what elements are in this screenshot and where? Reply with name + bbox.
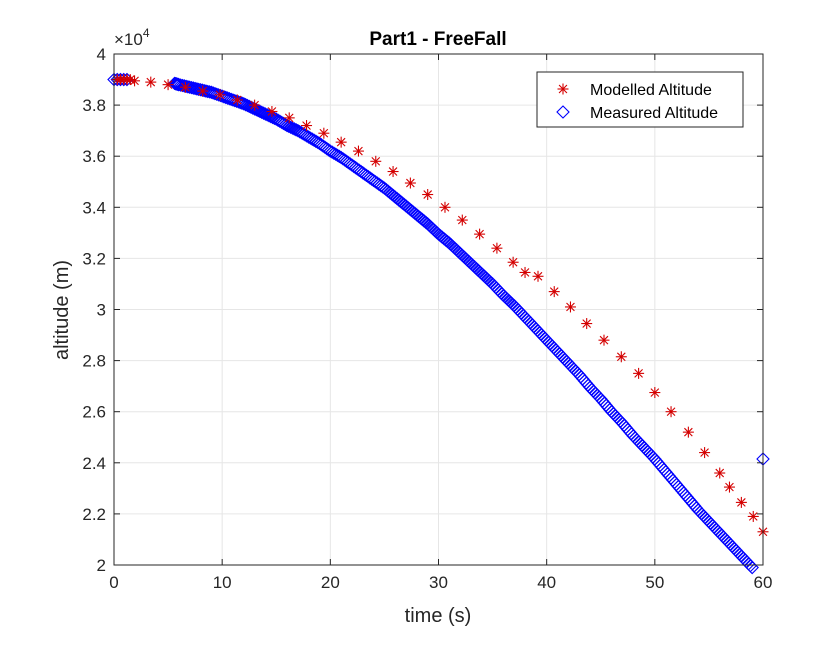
modelled-point bbox=[422, 189, 434, 201]
measured-point bbox=[173, 78, 188, 92]
legend-marker-measured bbox=[556, 105, 570, 119]
modelled-point bbox=[581, 318, 593, 330]
y-tick-label: 2 bbox=[97, 556, 106, 575]
legend-diamond-marker bbox=[556, 105, 570, 119]
modelled-point bbox=[747, 510, 759, 522]
modelled-point bbox=[735, 496, 747, 508]
y-tick-label: 4 bbox=[97, 45, 106, 64]
modelled-point bbox=[474, 228, 486, 240]
measured-point bbox=[365, 172, 379, 186]
x-tick-label: 20 bbox=[321, 573, 340, 592]
modelled-point bbox=[370, 155, 382, 167]
y-exponent-power: 4 bbox=[143, 26, 150, 40]
modelled-point bbox=[456, 214, 468, 226]
measured-point bbox=[332, 149, 347, 164]
measured-point bbox=[202, 85, 217, 99]
measured-point bbox=[321, 143, 336, 157]
modelled-point bbox=[519, 266, 531, 278]
x-tick-label: 50 bbox=[645, 573, 664, 592]
modelled-point bbox=[266, 105, 278, 117]
modelled-point bbox=[699, 447, 711, 459]
modelled-point bbox=[633, 367, 645, 379]
modelled-point bbox=[439, 201, 451, 213]
measured-point bbox=[181, 80, 195, 94]
y-tick-label: 3.8 bbox=[82, 96, 106, 115]
modelled-point bbox=[387, 166, 399, 178]
modelled-point bbox=[179, 81, 191, 93]
x-tick-label: 10 bbox=[213, 573, 232, 592]
y-axis-label: altitude (m) bbox=[51, 260, 73, 360]
legend-marker-modelled bbox=[557, 83, 569, 95]
measured-point bbox=[186, 81, 201, 95]
modelled-point bbox=[723, 481, 735, 493]
modelled-point bbox=[598, 334, 610, 346]
modelled-point bbox=[249, 99, 261, 111]
modelled-point bbox=[507, 256, 519, 268]
y-tick-label: 2.2 bbox=[82, 505, 106, 524]
measured-point bbox=[193, 82, 208, 97]
x-tick-label: 60 bbox=[754, 573, 773, 592]
modelled-point bbox=[129, 75, 141, 87]
measured-point bbox=[188, 81, 202, 96]
modelled-point bbox=[682, 426, 694, 438]
modelled-point bbox=[283, 112, 295, 124]
measured-point bbox=[220, 91, 235, 105]
modelled-point bbox=[615, 351, 627, 363]
x-axis-label: time (s) bbox=[405, 605, 472, 627]
modelled-point bbox=[532, 270, 544, 282]
measured-point bbox=[354, 164, 368, 179]
measured-point bbox=[285, 121, 300, 135]
modelled-point bbox=[714, 467, 726, 479]
modelled-point bbox=[162, 79, 174, 91]
measured-point bbox=[743, 558, 758, 573]
measured-point bbox=[253, 104, 267, 119]
modelled-point bbox=[318, 127, 330, 139]
legend-label-measured: Measured Altitude bbox=[590, 105, 718, 122]
y-tick-label: 2.4 bbox=[82, 454, 106, 473]
y-tick-label: 2.6 bbox=[82, 403, 106, 422]
legend-asterisk-marker bbox=[557, 83, 569, 95]
measured-point bbox=[310, 135, 325, 150]
modelled-point bbox=[352, 145, 364, 157]
y-exponent-label: ×104 bbox=[114, 26, 150, 49]
legend-label-modelled: Modelled Altitude bbox=[590, 82, 712, 99]
measured-point bbox=[199, 84, 213, 98]
modelled-point bbox=[214, 89, 226, 101]
modelled-point bbox=[231, 94, 243, 106]
x-tick-label: 30 bbox=[429, 573, 448, 592]
measured-point bbox=[175, 78, 190, 93]
modelled-point bbox=[145, 76, 157, 88]
measured-point bbox=[343, 157, 357, 171]
y-tick-label: 3.6 bbox=[82, 147, 106, 166]
modelled-point bbox=[301, 120, 313, 132]
x-tick-label: 0 bbox=[109, 573, 118, 592]
axis-ticks bbox=[113, 53, 764, 566]
y-tick-label: 3.2 bbox=[82, 249, 106, 268]
measured-point bbox=[190, 82, 204, 96]
modelled-point bbox=[197, 85, 209, 97]
modelled-point bbox=[335, 136, 347, 148]
modelled-point bbox=[548, 286, 560, 298]
data-marks bbox=[107, 72, 770, 575]
y-exponent-base: ×10 bbox=[114, 30, 143, 49]
tick-labels: 0 10 20 30 40 50 60 2 2.2 2.4 2.6 2.8 3 3.2 3.4 3.6 3.8 4 bbox=[82, 45, 772, 592]
modelled-point bbox=[665, 406, 677, 418]
legend-box bbox=[536, 71, 744, 128]
chart-title: Part1 - FreeFall bbox=[369, 29, 506, 50]
measured-point bbox=[375, 180, 390, 194]
modelled-point bbox=[491, 242, 503, 254]
legend: Modelled Altitude Measured Altitude bbox=[536, 71, 744, 128]
x-tick-label: 40 bbox=[537, 573, 556, 592]
y-tick-label: 3.4 bbox=[82, 198, 106, 217]
measured-point bbox=[209, 87, 224, 102]
y-tick-label: 3 bbox=[97, 301, 106, 320]
modelled-point bbox=[564, 301, 576, 313]
y-tick-label: 2.8 bbox=[82, 352, 106, 371]
modelled-point bbox=[404, 177, 416, 189]
modelled-point bbox=[649, 387, 661, 399]
